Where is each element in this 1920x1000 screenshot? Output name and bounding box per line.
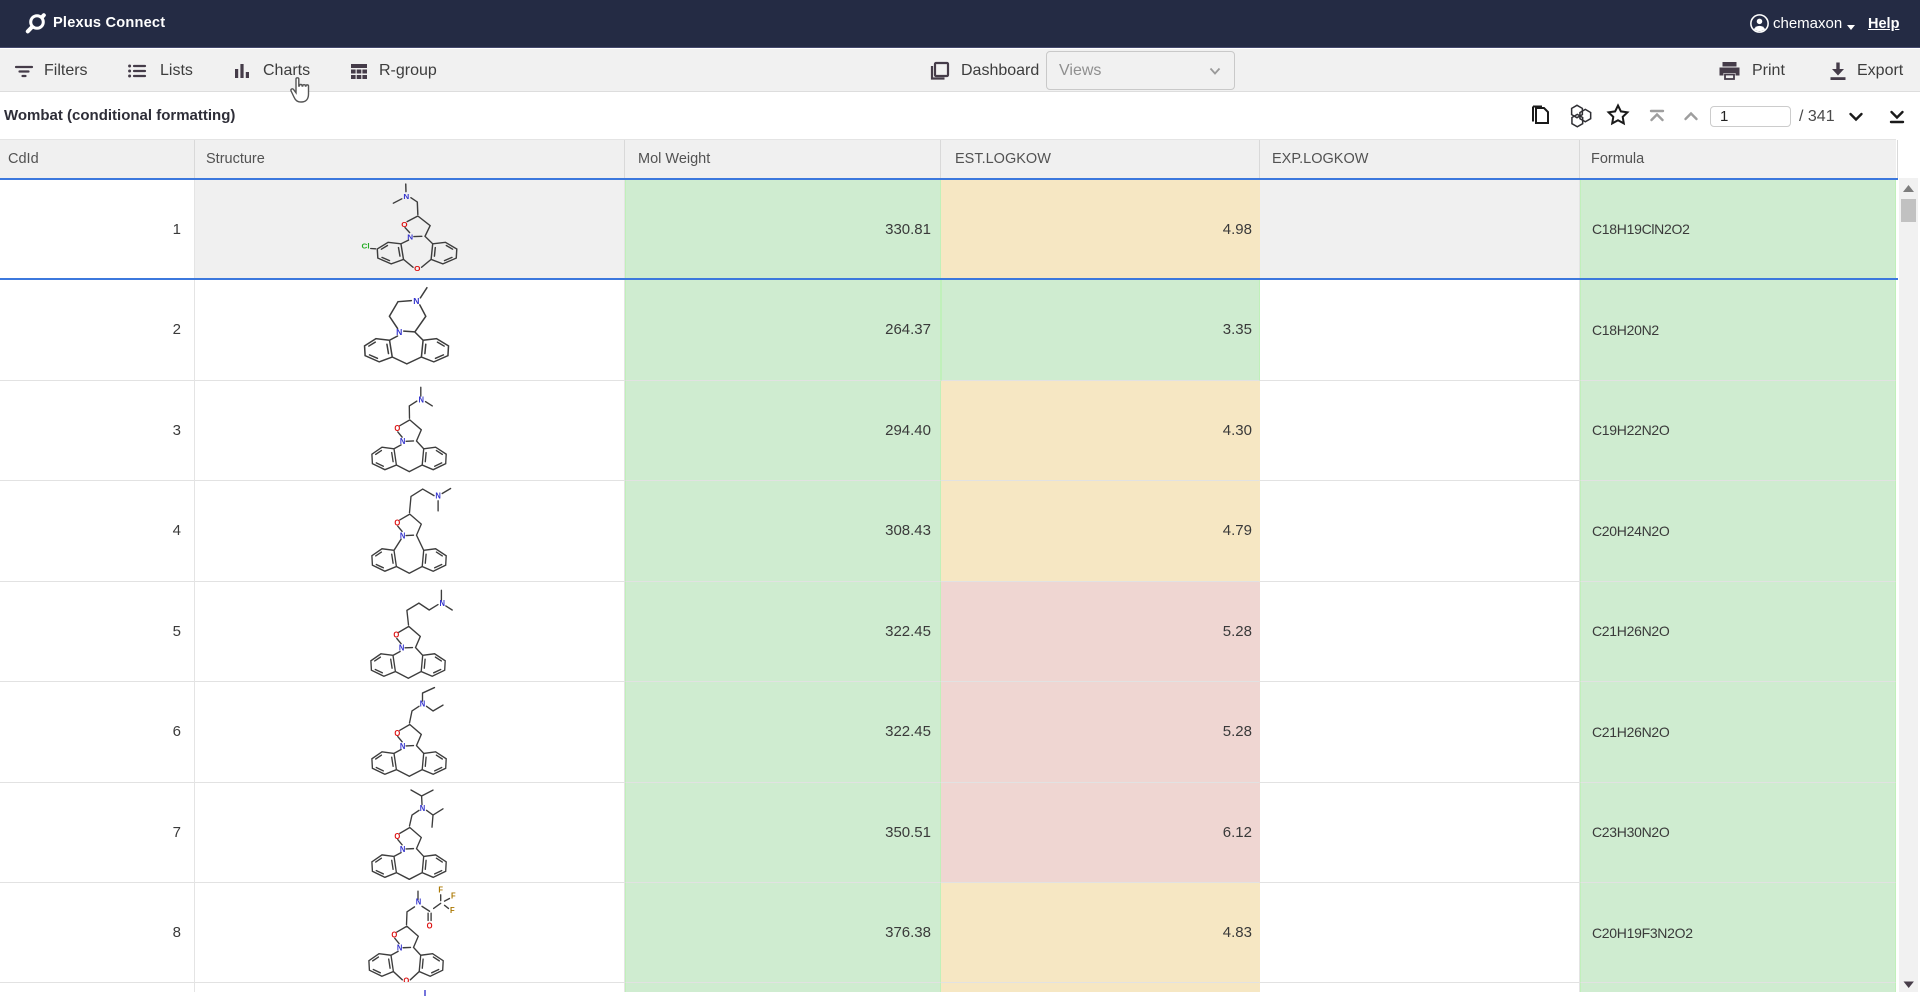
svg-text:N: N	[419, 395, 425, 404]
svg-text:N: N	[403, 192, 409, 201]
svg-text:N: N	[400, 742, 406, 751]
svg-text:N: N	[435, 491, 441, 500]
svg-text:Cl: Cl	[362, 242, 370, 251]
svg-text:N: N	[396, 327, 402, 337]
svg-text:O: O	[414, 264, 420, 273]
svg-text:N: N	[400, 531, 406, 540]
svg-text:N: N	[399, 643, 405, 652]
svg-text:N: N	[397, 944, 403, 953]
svg-text:F: F	[438, 885, 443, 894]
svg-text:N: N	[400, 437, 406, 446]
svg-text:O: O	[427, 921, 433, 930]
svg-text:O: O	[393, 630, 399, 639]
svg-text:N: N	[440, 599, 446, 608]
svg-text:F: F	[451, 891, 456, 900]
svg-text:O: O	[401, 220, 407, 229]
svg-text:N: N	[413, 296, 419, 306]
svg-text:N: N	[420, 803, 426, 812]
svg-text:O: O	[394, 424, 400, 433]
svg-text:O: O	[394, 518, 400, 527]
svg-text:O: O	[394, 831, 400, 840]
svg-text:N: N	[400, 844, 406, 853]
svg-text:N: N	[420, 700, 426, 709]
svg-text:O: O	[391, 930, 397, 939]
svg-text:N: N	[407, 233, 413, 242]
svg-text:N: N	[416, 897, 422, 906]
svg-text:O: O	[403, 976, 409, 982]
svg-text:F: F	[450, 906, 455, 915]
svg-text:O: O	[394, 729, 400, 738]
